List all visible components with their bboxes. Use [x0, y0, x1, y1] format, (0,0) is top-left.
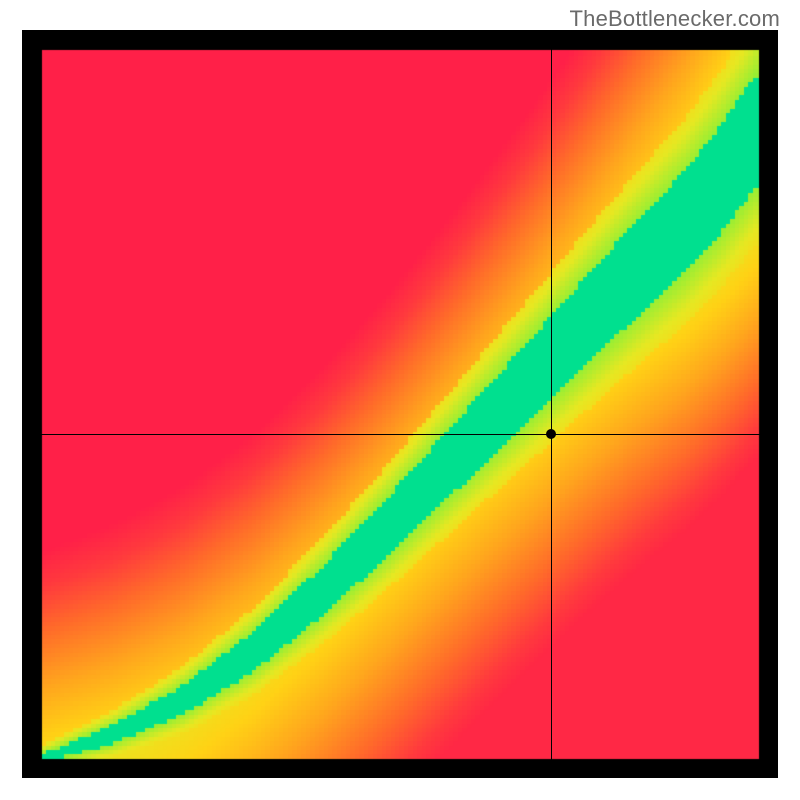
- plot-area: [22, 30, 778, 778]
- crosshair-marker: [546, 429, 556, 439]
- watermark-label: TheBottlenecker.com: [570, 6, 780, 32]
- crosshair-vertical: [551, 30, 552, 778]
- crosshair-horizontal: [22, 434, 778, 435]
- bottleneck-heatmap: [22, 30, 778, 778]
